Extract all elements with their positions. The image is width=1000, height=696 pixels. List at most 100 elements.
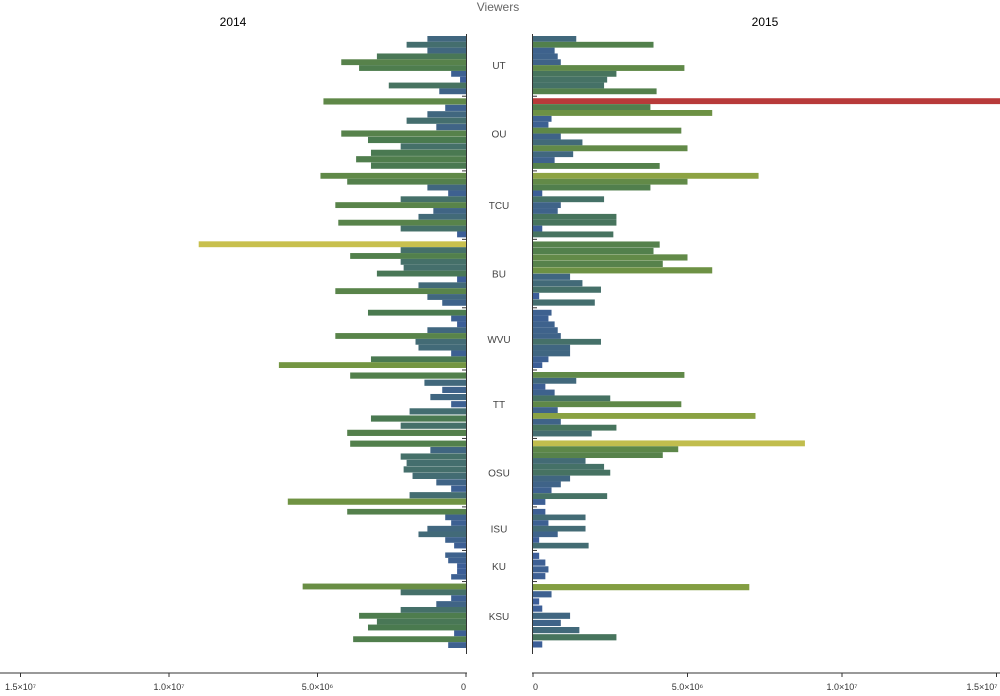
bar-2014-ou-3	[406, 117, 466, 124]
bar-2015-ou-2	[533, 110, 713, 116]
bar-2015-ksu-4	[533, 612, 571, 619]
bar-2014-tt-5	[409, 408, 466, 415]
bar-2015-ut-1	[533, 41, 654, 48]
x-tick-label-2015: 1.0×10⁷	[826, 682, 857, 692]
bar-2014-ou-5	[341, 130, 466, 137]
bar-2014-tcu-6	[433, 208, 466, 214]
bar-2014-bu-0	[198, 241, 466, 248]
bar-2014-ksu-10	[448, 642, 466, 648]
bar-2015-isu-6	[533, 542, 589, 549]
team-label-bu: BU	[492, 270, 506, 281]
bar-2015-tcu-6	[533, 208, 558, 214]
bar-2014-bu-2	[350, 253, 466, 259]
bar-2014-ou-4	[436, 124, 466, 131]
bar-2014-wvu-9	[278, 362, 466, 368]
bar-2014-ut-4	[341, 59, 466, 66]
bar-2015-wvu-8	[533, 356, 549, 363]
bar-2014-tt-7	[400, 422, 466, 429]
bar-2014-tt-2	[442, 386, 466, 393]
bar-2014-ut-0	[427, 36, 466, 42]
bar-2014-isu-2	[451, 520, 466, 526]
bar-2014-osu-6	[436, 479, 466, 486]
team-label-ku: KU	[492, 562, 506, 573]
bar-2014-ut-6	[451, 70, 466, 77]
bar-2014-ksu-5	[359, 612, 466, 619]
bar-2014-ut-2	[427, 47, 466, 54]
bar-2015-bu-9	[533, 299, 595, 306]
bar-2014-ksu-4	[400, 606, 466, 613]
bar-2015-ku-2	[533, 566, 549, 573]
bar-2015-ut-4	[533, 59, 561, 66]
bar-2014-osu-9	[287, 498, 466, 505]
bar-2015-tt-1	[533, 377, 577, 384]
bar-2015-ou-4	[533, 121, 549, 128]
team-label-tt: TT	[493, 400, 505, 411]
bar-2015-bu-7	[533, 286, 601, 293]
bar-2015-tcu-0	[533, 172, 759, 179]
bar-2015-osu-5	[533, 469, 611, 476]
bar-2015-wvu-5	[533, 338, 601, 345]
bar-2015-bu-1	[533, 247, 654, 255]
bar-2015-tcu-9	[533, 225, 543, 232]
bar-2014-wvu-8	[370, 356, 466, 363]
bar-2015-tcu-10	[533, 231, 614, 238]
bar-2015-ou-7	[533, 139, 583, 146]
bar-2014-ut-5	[359, 65, 466, 71]
bar-2014-osu-8	[409, 492, 466, 499]
bar-2014-wvu-4	[335, 333, 466, 339]
team-label-ou: OU	[492, 130, 507, 141]
bar-2014-bu-7	[418, 282, 466, 289]
bar-2015-tt-10	[533, 430, 592, 437]
bar-2014-ut-8	[388, 82, 466, 89]
bar-2014-ou-0	[323, 98, 466, 105]
bar-2015-ksu-5	[533, 619, 561, 627]
bar-2015-wvu-1	[533, 315, 549, 322]
bar-2014-isu-3	[427, 525, 466, 532]
bar-2015-wvu-6	[533, 344, 571, 351]
axes: 0 0 5.0×10⁶ 5.0×10⁶ 1.0×10⁷ 1.0×10⁷ 1.5×10⁷ 1.5…	[0, 34, 1000, 692]
bar-2014-bu-3	[400, 258, 466, 265]
bar-2014-osu-5	[412, 472, 466, 479]
team-label-tcu: TCU	[489, 201, 510, 212]
bar-2015-ku-3	[533, 573, 546, 580]
bar-2015-ut-6	[533, 70, 617, 77]
bar-2014-ou-9	[356, 156, 466, 163]
bar-2014-ut-7	[460, 76, 466, 83]
bar-2015-ut-5	[533, 65, 685, 71]
bar-2015-isu-3	[533, 525, 586, 532]
bar-2015-tt-5	[533, 401, 682, 408]
bar-2014-ku-2	[457, 563, 466, 569]
bar-2015-ku-0	[533, 552, 540, 559]
bar-2015-osu-10	[533, 499, 546, 505]
x-tick-label-2014: 5.0×10⁶	[302, 682, 334, 692]
bar-2015-ksu-8	[533, 641, 543, 648]
bar-2014-tt-4	[451, 401, 466, 408]
bar-2015-bu-4	[533, 267, 713, 274]
panel-title-2014: 2014	[220, 15, 247, 29]
bar-2014-tcu-9	[400, 225, 466, 232]
bar-2015-ut-2	[533, 47, 555, 54]
bar-2014-osu-3	[406, 459, 466, 467]
bar-2014-ou-2	[427, 111, 466, 118]
bar-2015-ou-6	[533, 133, 561, 140]
bar-2015-ou-3	[533, 115, 552, 122]
bar-2015-ksu-7	[533, 634, 617, 641]
bar-2014-isu-1	[445, 514, 466, 521]
bar-2015-tt-0	[533, 372, 685, 378]
bar-2014-osu-0	[350, 440, 466, 447]
bar-2015-bu-5	[533, 273, 571, 280]
bar-2014-osu-1	[430, 447, 466, 454]
bar-2014-ksu-1	[400, 589, 466, 596]
bar-2014-ou-7	[400, 143, 466, 150]
bar-2014-ksu-9	[353, 636, 466, 643]
bar-2014-tcu-1	[347, 178, 466, 185]
bar-2014-bu-5	[376, 270, 466, 277]
team-label-osu: OSU	[488, 469, 510, 480]
bar-2015-wvu-9	[533, 362, 543, 368]
bar-2015-tcu-5	[533, 202, 561, 209]
bar-2014-isu-5	[445, 537, 466, 543]
bar-2014-ksu-8	[454, 630, 466, 637]
bar-2015-osu-9	[533, 493, 608, 500]
bar-2015-tt-4	[533, 395, 611, 402]
bar-2014-tt-8	[347, 429, 466, 436]
